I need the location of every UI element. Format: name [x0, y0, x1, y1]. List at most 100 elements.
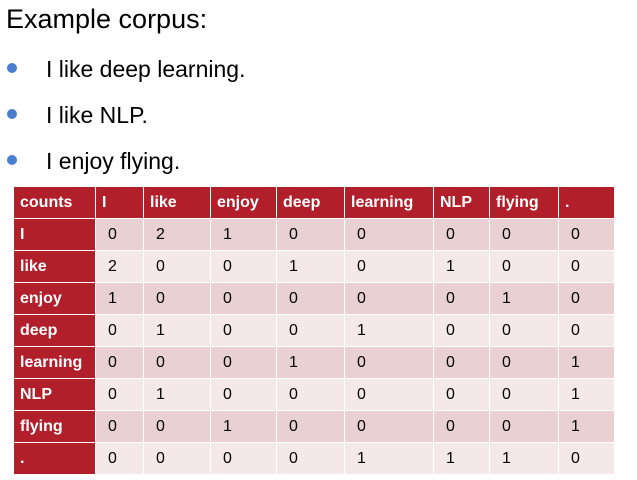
table-cell: 1 [143, 378, 211, 411]
bullet-item: I like NLP. [0, 98, 400, 132]
table-row: like 2 0 0 1 0 1 0 0 [13, 250, 615, 283]
row-header: enjoy [13, 282, 96, 315]
table-cell: 1 [558, 378, 615, 411]
table-cell: 0 [95, 410, 144, 443]
row-header: . [13, 442, 96, 475]
table-cell: 0 [95, 314, 144, 347]
column-header: NLP [433, 186, 490, 219]
bullet-text: I like deep learning. [46, 56, 246, 82]
table-cell: 0 [433, 282, 490, 315]
table-cell: 0 [489, 346, 559, 379]
table-cell: 0 [489, 218, 559, 251]
table-cell: 0 [210, 250, 277, 283]
table-cell: 1 [433, 442, 490, 475]
bullet-dot-icon [7, 155, 17, 165]
table-row: learning 0 0 0 1 0 0 0 1 [13, 346, 615, 379]
table-cell: 0 [143, 282, 211, 315]
table-cell: 0 [276, 282, 345, 315]
table-cell: 1 [558, 346, 615, 379]
bullet-item: I enjoy flying. [0, 144, 400, 178]
table-cell: 1 [344, 442, 434, 475]
table-row: flying 0 0 1 0 0 0 0 1 [13, 410, 615, 443]
table-cell: 0 [433, 410, 490, 443]
column-header: flying [489, 186, 559, 219]
table-cell: 1 [558, 410, 615, 443]
table-cell: 0 [558, 442, 615, 475]
column-header: enjoy [210, 186, 277, 219]
table-cell: 0 [276, 314, 345, 347]
table-cell: 0 [143, 442, 211, 475]
table-cell: 0 [276, 410, 345, 443]
table-cell: 0 [344, 346, 434, 379]
table-row: enjoy 1 0 0 0 0 0 1 0 [13, 282, 615, 315]
bullet-item: I like deep learning. [0, 52, 400, 86]
table-cell: 1 [433, 250, 490, 283]
table-cell: 0 [95, 218, 144, 251]
table-cell: 0 [558, 282, 615, 315]
table-cell: 1 [276, 250, 345, 283]
table-cell: 2 [95, 250, 144, 283]
table-cell: 0 [433, 218, 490, 251]
table-cell: 0 [489, 410, 559, 443]
column-header: deep [276, 186, 345, 219]
table-cell: 0 [276, 218, 345, 251]
table-cell: 0 [210, 442, 277, 475]
header-row: counts I like enjoy deep learning NLP fl… [13, 186, 615, 219]
table-cell: 0 [95, 442, 144, 475]
table-cell: 0 [558, 314, 615, 347]
table-cell: 0 [276, 378, 345, 411]
table-cell: 0 [433, 378, 490, 411]
table-cell: 1 [95, 282, 144, 315]
table-cell: 0 [276, 442, 345, 475]
corner-header: counts [13, 186, 96, 219]
cooccurrence-matrix: counts I like enjoy deep learning NLP fl… [13, 186, 615, 475]
table-cell: 1 [344, 314, 434, 347]
row-header: like [13, 250, 96, 283]
bullet-text: I enjoy flying. [46, 148, 181, 174]
bullet-text: I like NLP. [46, 102, 148, 128]
table-cell: 0 [344, 250, 434, 283]
table-row: deep 0 1 0 0 1 0 0 0 [13, 314, 615, 347]
table-cell: 0 [210, 314, 277, 347]
row-header: I [13, 218, 96, 251]
table-row: I 0 2 1 0 0 0 0 0 [13, 218, 615, 251]
table-cell: 0 [433, 346, 490, 379]
table-cell: 1 [276, 346, 345, 379]
table-cell: 1 [143, 314, 211, 347]
column-header: . [558, 186, 615, 219]
table-cell: 0 [210, 346, 277, 379]
bullet-dot-icon [7, 63, 17, 73]
table-cell: 0 [489, 378, 559, 411]
table-cell: 0 [344, 282, 434, 315]
row-header: flying [13, 410, 96, 443]
table-cell: 0 [143, 410, 211, 443]
column-header: like [143, 186, 211, 219]
row-header: NLP [13, 378, 96, 411]
row-header: deep [13, 314, 96, 347]
column-header: I [95, 186, 144, 219]
bullet-dot-icon [7, 109, 17, 119]
table-cell: 0 [210, 378, 277, 411]
table-cell: 0 [344, 218, 434, 251]
table-cell: 0 [433, 314, 490, 347]
table-cell: 1 [210, 410, 277, 443]
table-row: NLP 0 1 0 0 0 0 0 1 [13, 378, 615, 411]
table-cell: 0 [558, 250, 615, 283]
table-cell: 0 [344, 410, 434, 443]
table-cell: 0 [558, 218, 615, 251]
table-cell: 0 [489, 314, 559, 347]
table-cell: 0 [143, 346, 211, 379]
table-cell: 0 [95, 346, 144, 379]
table-row: . 0 0 0 0 1 1 1 0 [13, 442, 615, 475]
table-cell: 0 [210, 282, 277, 315]
table-cell: 2 [143, 218, 211, 251]
table-cell: 1 [489, 442, 559, 475]
table-cell: 0 [95, 378, 144, 411]
table-cell: 0 [344, 378, 434, 411]
table-cell: 0 [143, 250, 211, 283]
table-cell: 0 [489, 250, 559, 283]
table-cell: 1 [489, 282, 559, 315]
slide-title: Example corpus: [6, 4, 208, 34]
column-header: learning [344, 186, 434, 219]
table-cell: 1 [210, 218, 277, 251]
